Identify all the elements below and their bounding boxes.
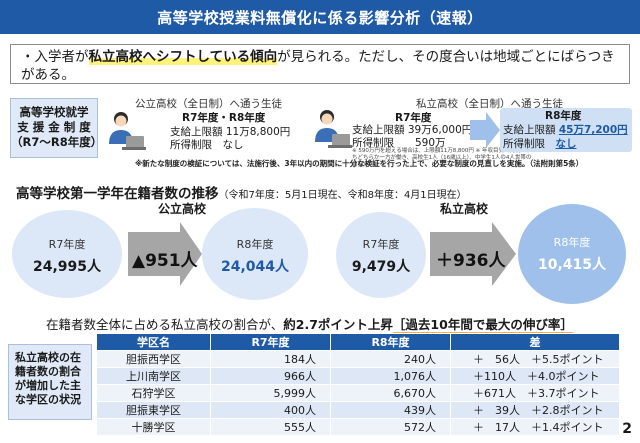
private-diff-arrow-icon: [430, 222, 516, 286]
r8-year: R8年度: [545, 110, 582, 122]
student-at-laptop-icon-private: [315, 110, 352, 148]
public-diff: ▲951人: [132, 251, 198, 271]
private-group-label: 私立高校: [440, 202, 489, 216]
r8-income-limit: 所得制限 なし: [503, 136, 577, 151]
cell-diff: ＋110人 ＋4.0ポイント: [450, 367, 620, 385]
cell-r7: 400人: [210, 401, 331, 419]
student-at-laptop-icon: [109, 112, 146, 150]
public-diff-arrow-icon: [128, 222, 202, 286]
r8-limit-value: なし: [555, 138, 577, 150]
cell-r7: 555人: [210, 418, 331, 436]
enrollment-title-text: 高等学校第一学年在籍者数の推移: [16, 186, 219, 202]
public-year: R7年度・R8年度: [182, 112, 266, 124]
lead-highlight: 私立高校へシフトしている傾向: [88, 49, 278, 65]
footnote: ※新たな制度の検証については、法施行後、3年以内の期間に十分な検証を行った上で、…: [135, 159, 584, 168]
private-r8-circle: R8年度 10,415人: [518, 204, 626, 304]
enrollment-title: 高等学校第一学年在籍者数の推移（令和7年度：5月1日現在、令和8年度：4月1日現…: [16, 182, 467, 202]
table-row: 胆振東学区 400人 439人 ＋ 39人 ＋2.8ポイント: [96, 401, 620, 419]
support-label-line2: 支 援 金 制 度: [17, 120, 91, 134]
lead-post: が見られる。ただし、その度合いは地域ごとにばらつきがある。: [21, 49, 615, 83]
r8-cap-value: 45万7,200円: [558, 124, 628, 136]
cell-area: 石狩学区: [96, 384, 211, 402]
r8-cap: 支給上限額 45万7,200円: [503, 122, 628, 137]
private-diff: ＋936人: [436, 251, 506, 271]
support-system-label: 高等学校就学 支 援 金 制 度 （R7～R8年度）: [10, 98, 103, 158]
table-row: 胆振西学区 184人 240人 ＋ 56人 ＋5.5ポイント: [96, 350, 620, 368]
cell-r7: 5,999人: [210, 384, 331, 402]
public-income-limit: 所得制限 なし: [170, 139, 244, 151]
area-label-line4: な学区の状況: [15, 393, 81, 406]
cell-diff: ＋671人 ＋3.7ポイント: [450, 384, 620, 402]
r8-support-box: [500, 108, 632, 152]
page-title: 高等学校授業料無償化に係る影響分析（速報）: [0, 0, 640, 34]
area-label-line1: 私立高校の在: [15, 351, 81, 364]
cell-area: 十勝学区: [96, 418, 211, 436]
cell-diff: ＋ 17人 ＋1.4ポイント: [450, 418, 620, 436]
cell-r8: 6,670人: [330, 384, 451, 402]
table-row: 上川南学区 966人 1,076人 ＋110人 ＋4.0ポイント: [96, 367, 620, 385]
area-label-line2: 籍者数の割合: [15, 365, 81, 378]
public-r8-year: R8年度: [236, 238, 274, 251]
cell-area: 上川南学区: [96, 367, 211, 385]
header-diff: 差: [450, 333, 620, 351]
private-note: ※ 590万円を超える場合は、上限額11万8,800円 ※ 年収目安（両親のうち…: [352, 148, 532, 168]
public-r8-circle: R8年度 24,044人: [202, 208, 308, 300]
public-heading: 公立高校（全日制）へ通う生徒: [135, 98, 282, 110]
table-row: 十勝学区 555人 572人 ＋ 17人 ＋1.4ポイント: [96, 418, 620, 436]
private-year: R7年度: [395, 112, 432, 124]
area-label-line3: が増加した主: [15, 379, 81, 392]
public-r7-circle: R7年度 24,995人: [12, 210, 122, 298]
area-label: 私立高校の在 籍者数の割合 が増加した主 な学区の状況: [8, 344, 92, 420]
public-cap: 支給上限額 11万8,800円: [170, 126, 291, 138]
public-r7-year: R7年度: [48, 238, 86, 251]
lead-text: ・入学者が私立高校へシフトしている傾向が見られる。ただし、その度合いは地域ごとに…: [10, 44, 630, 84]
cell-r8: 1,076人: [330, 367, 451, 385]
table-row: 石狩学区 5,999人 6,670人 ＋671人 ＋3.7ポイント: [96, 384, 620, 402]
page-number: 2: [622, 421, 632, 437]
private-income-limit: 所得制限 590万: [352, 137, 446, 149]
table-header-row: 学区名 R7年度 R8年度 差: [96, 333, 620, 351]
header-area: 学区名: [96, 333, 211, 351]
private-r8-year: R8年度: [553, 236, 591, 249]
cell-r7: 966人: [210, 367, 331, 385]
ratio-pre: 在籍者数全体に占める私立高校の割合が、: [46, 317, 284, 332]
r8-cap-label: 支給上限額: [503, 124, 559, 136]
public-r7-value: 24,995人: [32, 259, 102, 275]
lead-bullet: ・: [21, 49, 35, 65]
cell-area: 胆振西学区: [96, 350, 211, 368]
r8-limit-label: 所得制限: [503, 138, 556, 150]
cell-r8: 572人: [330, 418, 451, 436]
private-r7-value: 9,479人: [351, 259, 411, 275]
header-r8: R8年度: [330, 333, 451, 351]
support-label-line1: 高等学校就学: [19, 105, 89, 119]
public-r8-value: 24,044人: [220, 259, 290, 275]
private-r7-year: R7年度: [362, 238, 400, 251]
lead-pre: 入学者が: [34, 49, 89, 65]
area-table: 学区名 R7年度 R8年度 差 胆振西学区 184人 240人 ＋ 56人 ＋5…: [96, 333, 620, 436]
cell-diff: ＋ 56人 ＋5.5ポイント: [450, 350, 620, 368]
public-group-label: 公立高校: [158, 202, 207, 216]
private-r7-circle: R7年度 9,479人: [336, 212, 426, 298]
cell-r8: 439人: [330, 401, 451, 419]
cell-r7: 184人: [210, 350, 331, 368]
ratio-em: 約2.7ポイント上昇: [283, 317, 393, 332]
ratio-box: ［過去10年間で最大の伸び率］: [392, 317, 573, 334]
support-label-line3: （R7～R8年度）: [11, 135, 103, 149]
shift-arrow-icon: [470, 112, 500, 148]
header-r7: R7年度: [210, 333, 331, 351]
cell-area: 胆振東学区: [96, 401, 211, 419]
private-heading: 私立高校（全日制）へ通う生徒: [416, 98, 563, 110]
cell-r8: 240人: [330, 350, 451, 368]
private-r8-value: 10,415人: [537, 257, 607, 273]
private-cap: 支給上限額 39万6,000円: [352, 124, 473, 136]
ratio-statement: 在籍者数全体に占める私立高校の割合が、約2.7ポイント上昇［過去10年間で最大の…: [46, 314, 573, 334]
enrollment-subtitle: （令和7年度：5月1日現在、令和8年度：4月1日現在）: [218, 190, 467, 201]
cell-diff: ＋ 39人 ＋2.8ポイント: [450, 401, 620, 419]
